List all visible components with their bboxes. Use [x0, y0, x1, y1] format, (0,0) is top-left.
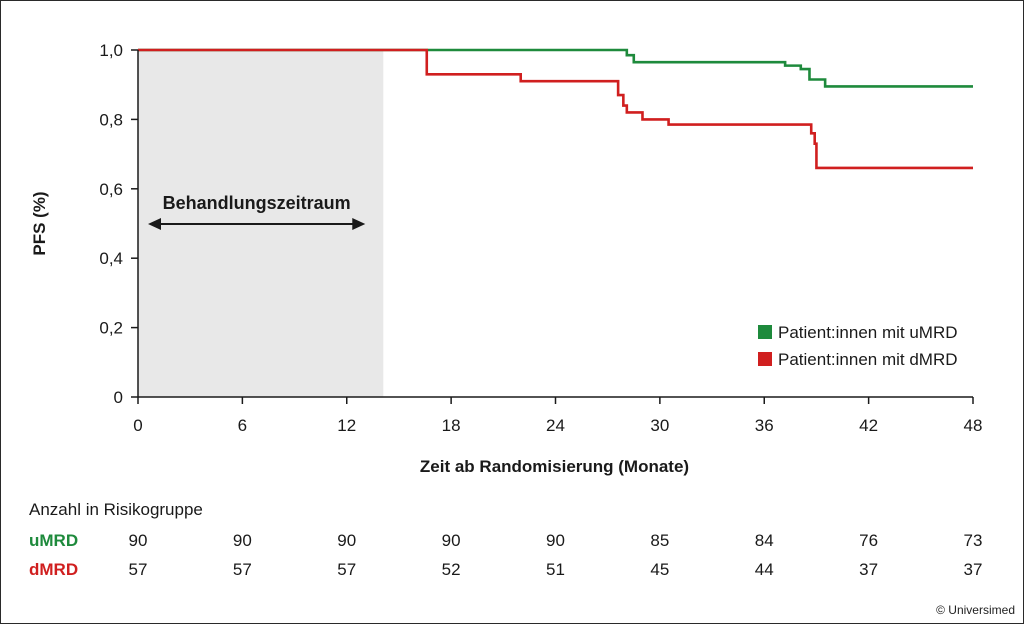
treatment-period-annotation: Behandlungszeitraum — [148, 193, 366, 230]
risk-count: 37 — [859, 560, 879, 579]
risk-table-title: Anzahl in Risikogruppe — [29, 500, 203, 519]
legend-swatch-dmrd — [758, 352, 772, 366]
risk-count: 52 — [441, 560, 461, 579]
risk-count: 73 — [963, 531, 983, 550]
y-tick-label: 0,4 — [99, 249, 123, 268]
x-tick-label: 48 — [964, 416, 983, 435]
y-tick-label: 0,2 — [99, 319, 123, 338]
risk-row-label: uMRD — [29, 531, 79, 550]
y-axis-label: PFS (%) — [30, 191, 49, 255]
risk-row-umrd: uMRD 90 90 90 90 90 85 84 76 73 — [1, 531, 1023, 555]
risk-count: 44 — [754, 560, 774, 579]
risk-count: 90 — [441, 531, 461, 550]
series-line-dmrd — [138, 48, 973, 170]
risk-count: 90 — [546, 531, 565, 550]
risk-count: 57 — [232, 560, 252, 579]
risk-row-label: dMRD — [29, 560, 79, 579]
y-tick-label: 1,0 — [99, 41, 123, 60]
risk-count: 90 — [128, 531, 148, 550]
copyright-notice: © Universimed — [936, 603, 1015, 617]
y-tick-label: 0,6 — [99, 180, 123, 199]
risk-count: 51 — [546, 560, 565, 579]
x-tick-label: 36 — [755, 416, 774, 435]
treatment-period-label: Behandlungszeitraum — [163, 193, 351, 213]
risk-count: 84 — [754, 531, 774, 550]
legend: Patient:innen mit uMRD Patient:innen mit … — [758, 323, 958, 369]
legend-swatch-umrd — [758, 325, 772, 339]
x-axis-label: Zeit ab Randomisierung (Monate) — [420, 457, 689, 476]
x-tick-label: 42 — [859, 416, 878, 435]
risk-count: 57 — [337, 560, 357, 579]
legend-label-umrd: Patient:innen mit uMRD — [778, 323, 958, 342]
risk-count: 57 — [128, 560, 148, 579]
arrow-right-icon — [352, 218, 366, 230]
risk-count: 37 — [963, 560, 983, 579]
risk-count: 90 — [337, 531, 357, 550]
x-tick-label: 12 — [337, 416, 356, 435]
risk-row-dmrd: dMRD 57 57 57 52 51 45 44 37 37 — [1, 560, 1023, 584]
series-line-umrd — [138, 48, 973, 88]
risk-count: 76 — [859, 531, 879, 550]
risk-count: 90 — [232, 531, 252, 550]
x-tick-label: 24 — [546, 416, 565, 435]
y-tick-label: 0 — [114, 388, 123, 407]
y-tick-label: 0,8 — [99, 110, 123, 129]
x-tick-label: 6 — [238, 416, 247, 435]
x-tick-label: 0 — [133, 416, 142, 435]
arrow-left-icon — [148, 218, 161, 230]
risk-count: 85 — [650, 531, 670, 550]
x-tick-label: 30 — [650, 416, 669, 435]
legend-label-dmrd: Patient:innen mit dMRD — [778, 350, 958, 369]
x-tick-label: 18 — [442, 416, 461, 435]
risk-count: 45 — [650, 560, 670, 579]
